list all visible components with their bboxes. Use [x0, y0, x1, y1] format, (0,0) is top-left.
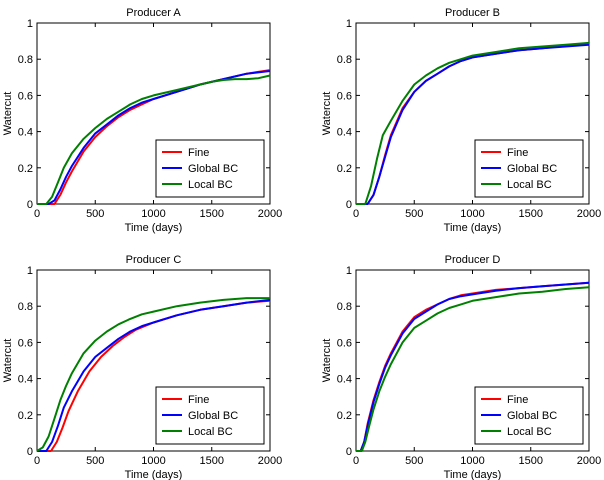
- y-tick-label: 0.8: [18, 54, 33, 66]
- y-tick-label: 0.4: [18, 374, 33, 386]
- y-axis-label: Watercut: [321, 92, 333, 136]
- x-axis-label: Time (days): [444, 222, 502, 234]
- legend-label: Fine: [507, 394, 528, 406]
- x-tick-label: 1500: [519, 455, 543, 467]
- legend: Fine Global BC Local BC: [474, 139, 584, 198]
- y-tick-label: 0.8: [337, 54, 352, 66]
- legend-label: Local BC: [507, 179, 552, 191]
- y-tick-label: 0: [27, 199, 33, 211]
- x-tick-label: 500: [405, 208, 423, 220]
- legend-label: Global BC: [507, 163, 557, 175]
- chart-title: Producer A: [126, 7, 181, 19]
- x-tick-label: 2000: [577, 455, 601, 467]
- series-line: [37, 298, 271, 452]
- legend: Fine Global BC Local BC: [155, 386, 265, 445]
- x-tick-label: 1500: [519, 208, 543, 220]
- x-tick-label: 1000: [460, 208, 484, 220]
- chart-panel: Producer A 0 500 1000 1500 2000 0 0.2 0.4 0.6 0.8 1…: [2, 7, 282, 234]
- y-tick-label: 0.2: [18, 163, 33, 175]
- y-tick-label: 0.4: [337, 127, 352, 139]
- x-tick-label: 0: [34, 208, 40, 220]
- y-tick-label: 0: [346, 446, 352, 458]
- legend-label: Local BC: [188, 426, 233, 438]
- chart-title: Producer C: [126, 254, 182, 266]
- series-line: [36, 297, 270, 452]
- legend-label: Local BC: [507, 426, 552, 438]
- y-axis-label: Watercut: [2, 92, 14, 136]
- y-tick-label: 1: [346, 265, 352, 277]
- y-axis-label: Watercut: [321, 339, 333, 383]
- y-tick-label: 0.8: [18, 301, 33, 313]
- x-tick-label: 0: [34, 455, 40, 467]
- x-tick-label: 500: [86, 208, 104, 220]
- chart-panel: Producer B 0 500 1000 1500 2000 0 0.2 0.4 0.6 0.8 1…: [321, 7, 601, 234]
- legend-label: Fine: [188, 147, 209, 159]
- chart-panel: Producer C 0 500 1000 1500 2000 0 0.2 0.4 0.6 0.8 1…: [2, 254, 282, 480]
- legend-label: Fine: [507, 147, 528, 159]
- x-tick-label: 1500: [200, 208, 224, 220]
- legend: Fine Global BC Local BC: [474, 386, 584, 445]
- y-tick-label: 0: [346, 199, 352, 211]
- y-tick-label: 0.2: [337, 163, 352, 175]
- y-tick-label: 0.2: [18, 410, 33, 422]
- y-tick-label: 0: [27, 446, 33, 458]
- series-line: [356, 41, 590, 205]
- legend-label: Global BC: [507, 410, 557, 422]
- y-tick-label: 0.6: [337, 90, 352, 102]
- y-tick-label: 1: [27, 18, 33, 30]
- x-tick-label: 1000: [141, 208, 165, 220]
- x-axis-label: Time (days): [125, 222, 183, 234]
- legend-label: Global BC: [188, 410, 238, 422]
- x-tick-label: 0: [353, 455, 359, 467]
- series-line: [356, 43, 590, 205]
- legend-label: Fine: [188, 394, 209, 406]
- series-line: [37, 74, 271, 205]
- x-tick-label: 500: [405, 455, 423, 467]
- chart-title: Producer B: [445, 7, 500, 19]
- y-tick-label: 0.6: [337, 337, 352, 349]
- legend-label: Local BC: [188, 179, 233, 191]
- y-tick-label: 0.8: [337, 301, 352, 313]
- chart-title: Producer D: [445, 254, 501, 266]
- x-tick-label: 0: [353, 208, 359, 220]
- y-tick-label: 0.2: [337, 410, 352, 422]
- y-axis-label: Watercut: [2, 339, 14, 383]
- y-tick-label: 1: [27, 265, 33, 277]
- y-tick-label: 0.6: [18, 337, 33, 349]
- legend: Fine Global BC Local BC: [155, 139, 265, 198]
- x-tick-label: 2000: [258, 208, 282, 220]
- y-tick-label: 1: [346, 18, 352, 30]
- legend-label: Global BC: [188, 163, 238, 175]
- series-line: [356, 281, 590, 452]
- x-tick-label: 2000: [577, 208, 601, 220]
- y-tick-label: 0.6: [18, 90, 33, 102]
- chart-panel: Producer D 0 500 1000 1500 2000 0 0.2 0.4 0.6 0.8 1…: [321, 254, 601, 480]
- x-tick-label: 1000: [141, 455, 165, 467]
- x-axis-label: Time (days): [125, 469, 183, 480]
- x-axis-label: Time (days): [444, 469, 502, 480]
- x-tick-label: 2000: [258, 455, 282, 467]
- series-line: [356, 286, 590, 452]
- x-tick-label: 1500: [200, 455, 224, 467]
- y-tick-label: 0.4: [18, 127, 33, 139]
- x-tick-label: 1000: [460, 455, 484, 467]
- x-tick-label: 500: [86, 455, 104, 467]
- y-tick-label: 0.4: [337, 374, 352, 386]
